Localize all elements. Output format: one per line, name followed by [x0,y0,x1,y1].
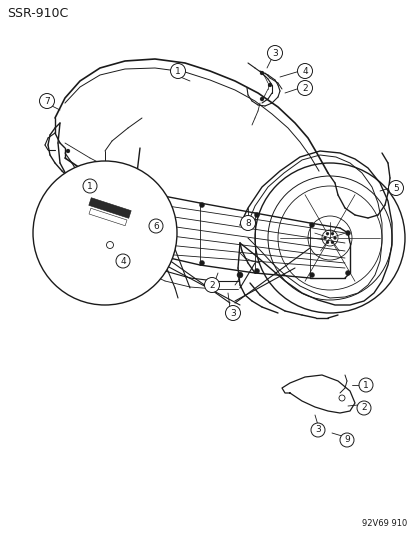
Text: 3: 3 [314,425,320,434]
Circle shape [325,241,328,244]
Circle shape [83,179,97,193]
Text: 1: 1 [87,182,93,190]
Circle shape [309,272,314,278]
Text: 8: 8 [244,219,250,228]
Circle shape [358,378,372,392]
Circle shape [323,237,326,239]
Circle shape [149,192,154,198]
Circle shape [297,80,312,95]
Text: 9: 9 [343,435,349,445]
Circle shape [66,149,70,153]
Text: 1: 1 [362,381,368,390]
Circle shape [339,433,353,447]
Circle shape [204,278,219,293]
Circle shape [98,181,102,185]
Text: 2: 2 [301,84,307,93]
Text: 2: 2 [360,403,366,413]
Circle shape [254,213,259,217]
Circle shape [259,71,263,75]
Text: 4: 4 [301,67,307,76]
Circle shape [310,423,324,437]
Circle shape [330,241,333,244]
Circle shape [149,251,154,255]
Circle shape [309,222,314,228]
Text: 4: 4 [120,256,126,265]
Text: 1: 1 [175,67,180,76]
Text: 92V69 910: 92V69 910 [361,519,406,528]
Circle shape [325,232,328,235]
Circle shape [254,269,259,273]
Circle shape [387,181,403,196]
Text: 3: 3 [271,49,277,58]
Circle shape [345,271,350,276]
Circle shape [356,401,370,415]
Text: SSR-910C: SSR-910C [7,7,68,20]
Text: 7: 7 [44,96,50,106]
Circle shape [199,261,204,265]
Circle shape [225,305,240,320]
Text: 5: 5 [392,183,398,192]
Circle shape [170,63,185,78]
Circle shape [199,203,204,207]
Circle shape [330,232,333,235]
Polygon shape [88,198,131,219]
Circle shape [267,83,271,87]
Polygon shape [89,208,127,225]
Text: 3: 3 [230,309,235,318]
Circle shape [267,45,282,61]
Circle shape [33,161,177,305]
Circle shape [333,237,336,239]
Circle shape [116,254,130,268]
Text: 2: 2 [209,280,214,289]
Circle shape [297,63,312,78]
Text: 6: 6 [153,222,159,230]
Circle shape [240,215,255,230]
Circle shape [149,219,163,233]
Circle shape [345,230,350,236]
Circle shape [236,272,242,278]
Circle shape [39,93,55,109]
Circle shape [259,97,263,101]
